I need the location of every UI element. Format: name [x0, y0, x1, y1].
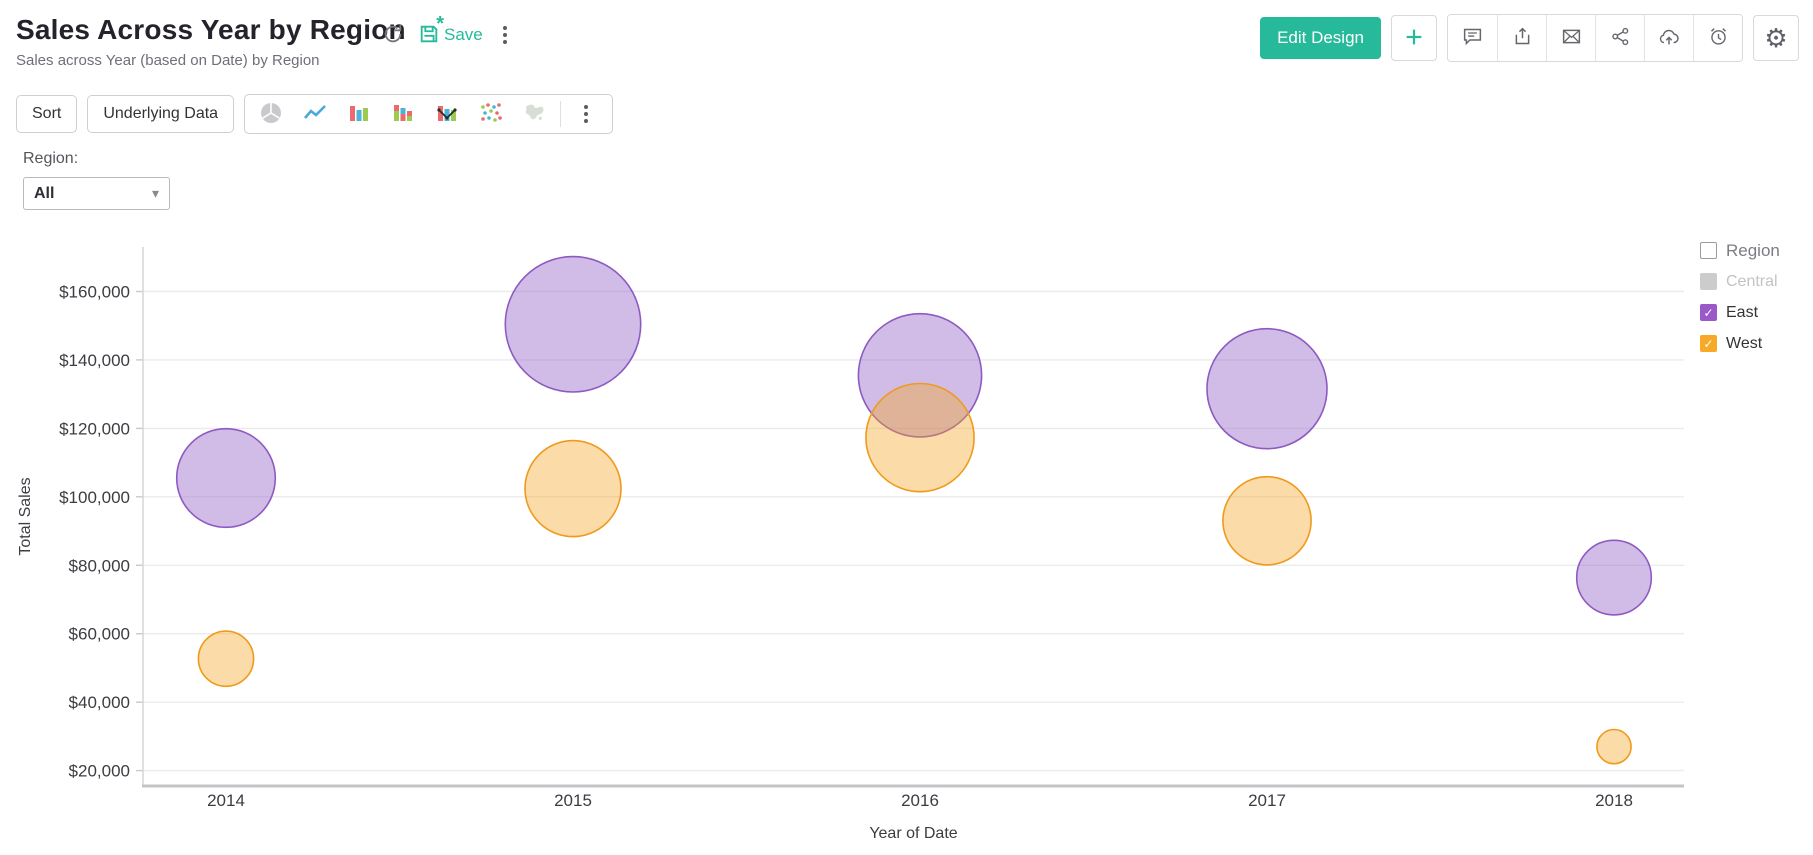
alert-clock-icon — [1708, 26, 1729, 50]
page-title: Sales Across Year by Region — [16, 14, 406, 45]
stacked-bar-chart-icon — [391, 101, 415, 128]
cloud-upload-icon — [1658, 26, 1680, 51]
checkbox-filled-icon[interactable] — [1700, 273, 1717, 290]
plus-icon — [1403, 26, 1425, 51]
checkbox-checked-icon[interactable]: ✓ — [1700, 335, 1717, 352]
sort-button[interactable]: Sort — [16, 95, 78, 133]
cloud-upload-button[interactable] — [1644, 15, 1693, 61]
bubble-west-2017[interactable] — [1222, 475, 1312, 566]
bubble-west-2018[interactable] — [1596, 728, 1632, 765]
add-button[interactable] — [1391, 15, 1437, 61]
refresh-button[interactable] — [382, 23, 404, 48]
save-button-label: Save — [444, 25, 483, 44]
bubble-east-2018[interactable] — [1575, 539, 1653, 616]
chart-type-map-button[interactable] — [513, 95, 557, 133]
x-axis-title: Year of Date — [869, 825, 957, 842]
chart-type-bar-button[interactable] — [337, 95, 381, 133]
bubble-east-2014[interactable] — [175, 427, 277, 529]
pie-chart-icon — [259, 101, 283, 128]
title-more-button[interactable] — [497, 22, 513, 48]
legend-header-row[interactable]: Region — [1700, 238, 1780, 263]
legend-item-east[interactable]: ✓ East — [1700, 300, 1780, 325]
chart-type-combo-button[interactable] — [425, 95, 469, 133]
svg-text:2018: 2018 — [1595, 791, 1633, 810]
divider — [560, 101, 562, 127]
chart-type-pie-button[interactable] — [249, 95, 293, 133]
svg-text:2014: 2014 — [207, 791, 245, 810]
comments-button[interactable] — [1448, 15, 1497, 61]
svg-text:$40,000: $40,000 — [69, 693, 130, 712]
legend-item-central[interactable]: Central — [1700, 269, 1780, 294]
chevron-down-icon: ▾ — [151, 185, 159, 201]
header: Sales Across Year by Region Sales across… — [0, 0, 1813, 78]
toolbar: Sort Underlying Data — [16, 94, 614, 134]
legend-title: Region — [1726, 240, 1780, 260]
checkbox-unchecked-icon[interactable] — [1700, 242, 1717, 259]
region-filter-value: All — [34, 184, 55, 202]
header-icon-strip — [1447, 14, 1743, 62]
scatter-chart-icon — [479, 101, 503, 128]
bar-chart-icon — [347, 101, 371, 128]
share-icon — [1610, 26, 1631, 50]
svg-text:$160,000: $160,000 — [59, 283, 130, 302]
chart-type-line-button[interactable] — [293, 95, 337, 133]
svg-text:2016: 2016 — [901, 791, 939, 810]
svg-text:$20,000: $20,000 — [69, 762, 130, 781]
legend-item-label: Central — [1726, 272, 1778, 290]
region-filter-label: Region: — [23, 150, 79, 167]
comment-icon — [1462, 26, 1483, 50]
svg-text:2017: 2017 — [1248, 791, 1286, 810]
save-icon: * — [418, 13, 444, 48]
alert-button[interactable] — [1693, 15, 1742, 61]
map-chart-icon — [523, 101, 547, 128]
gear-icon: ⚙ — [1764, 23, 1788, 53]
svg-text:$120,000: $120,000 — [59, 419, 130, 438]
region-filter-select[interactable]: All ▾ — [23, 177, 170, 210]
svg-text:$140,000: $140,000 — [59, 351, 130, 370]
bubble-west-2015[interactable] — [524, 439, 622, 538]
underlying-data-button[interactable]: Underlying Data — [87, 95, 235, 133]
legend: Region Central ✓ East ✓ West — [1700, 238, 1780, 362]
chart-type-more-button[interactable] — [564, 95, 608, 133]
chart-type-scatter-button[interactable] — [469, 95, 513, 133]
export-button[interactable] — [1497, 15, 1546, 61]
email-button[interactable] — [1546, 15, 1595, 61]
chart-type-switcher — [244, 94, 614, 134]
svg-text:$60,000: $60,000 — [69, 625, 130, 644]
bubble-west-2014[interactable] — [197, 630, 255, 688]
region-filter: Region: All ▾ — [23, 150, 170, 210]
page-subtitle: Sales across Year (based on Date) by Reg… — [16, 52, 320, 69]
export-icon — [1512, 26, 1533, 50]
y-axis-title: Total Sales — [17, 477, 34, 555]
svg-text:$100,000: $100,000 — [59, 488, 130, 507]
email-icon — [1561, 26, 1582, 50]
bubbles — [175, 255, 1653, 765]
bubble-east-2015[interactable] — [504, 255, 642, 393]
svg-text:$80,000: $80,000 — [69, 556, 130, 575]
bubble-west-2016[interactable] — [865, 382, 975, 493]
svg-text:2015: 2015 — [554, 791, 592, 810]
bubble-east-2017[interactable] — [1206, 327, 1328, 450]
checkbox-checked-icon[interactable]: ✓ — [1700, 304, 1717, 321]
refresh-icon — [382, 23, 404, 48]
edit-design-button[interactable]: Edit Design — [1260, 17, 1381, 59]
settings-button[interactable]: ⚙ — [1753, 15, 1799, 61]
share-button[interactable] — [1595, 15, 1644, 61]
bubble-east-2016[interactable] — [857, 312, 983, 438]
chart-type-stacked-bar-button[interactable] — [381, 95, 425, 133]
legend-item-west[interactable]: ✓ West — [1700, 331, 1780, 356]
legend-item-label: East — [1726, 303, 1759, 321]
combo-chart-icon — [435, 101, 459, 128]
x-tick-labels: 2014 2015 2016 2017 2018 — [207, 791, 1633, 810]
line-chart-icon — [303, 101, 327, 128]
save-button[interactable]: * Save — [418, 13, 483, 48]
legend-item-label: West — [1726, 334, 1763, 352]
